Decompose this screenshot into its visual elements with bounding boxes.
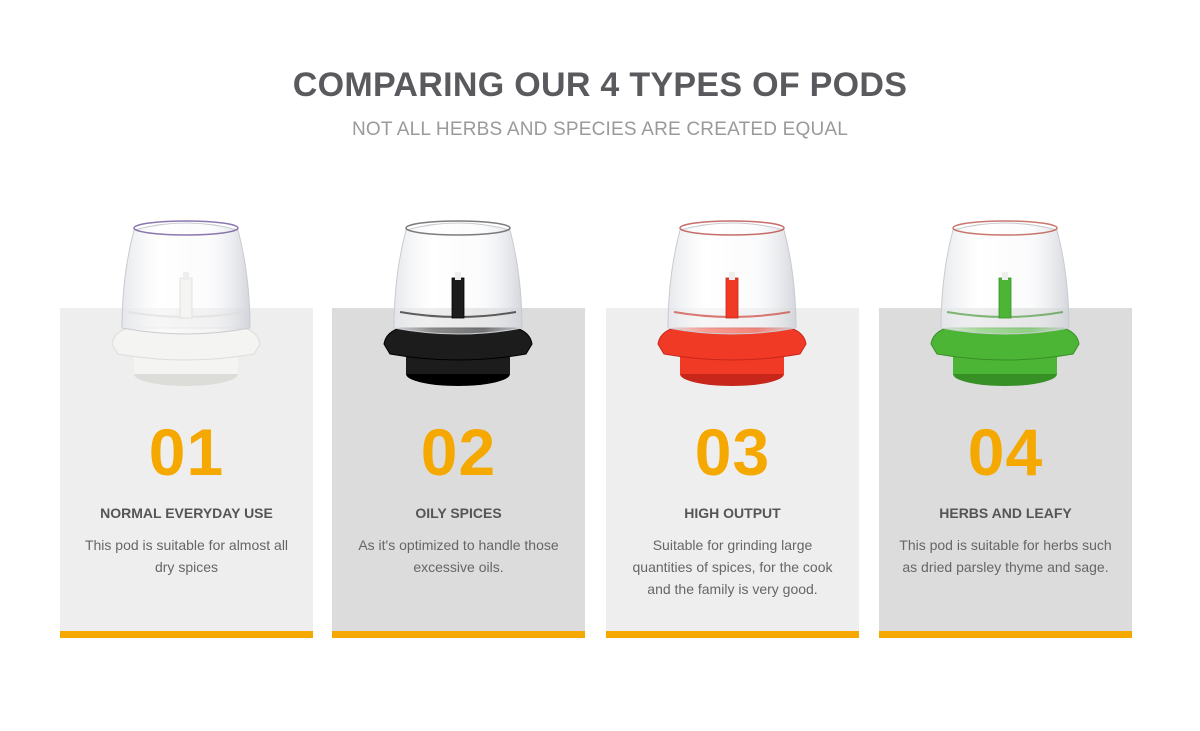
page-subtitle: NOT ALL HERBS AND SPECIES ARE CREATED EQ… bbox=[351, 119, 849, 140]
pod-title: HIGH OUTPUT bbox=[684, 505, 781, 521]
pod-description: This pod is suitable for herbs such as d… bbox=[899, 537, 1112, 575]
pod-image bbox=[376, 216, 541, 391]
pod-title: NORMAL EVERYDAY USE bbox=[100, 505, 273, 521]
pod-title: HERBS AND LEAFY bbox=[939, 505, 1072, 521]
pod-image bbox=[650, 216, 815, 391]
pod-card-1: 01 NORMAL EVERYDAY USE This pod is suita… bbox=[60, 220, 313, 638]
pod-card-3: 03 HIGH OUTPUT Suitable for grinding lar… bbox=[606, 220, 859, 638]
pod-number: 01 bbox=[148, 415, 225, 489]
pod-base bbox=[111, 327, 261, 361]
pod-title: OILY SPICES bbox=[415, 505, 502, 521]
pod-number: 03 bbox=[694, 415, 771, 489]
pod-card-4: 04 HERBS AND LEAFY This pod is suitable … bbox=[879, 220, 1132, 638]
page-title: COMPARING OUR 4 TYPES OF PODS bbox=[292, 66, 908, 104]
pod-base bbox=[930, 327, 1080, 361]
pod-card-2: 02 OILY SPICES As it's optimized to hand… bbox=[332, 220, 585, 638]
pod-number: 02 bbox=[420, 415, 497, 489]
pod-image bbox=[923, 216, 1088, 391]
accent-bar bbox=[332, 631, 585, 638]
pod-description: This pod is suitable for almost all dry … bbox=[84, 537, 289, 575]
accent-bar bbox=[879, 631, 1132, 638]
pod-number: 04 bbox=[967, 415, 1044, 489]
accent-bar bbox=[606, 631, 859, 638]
pod-description: As it's optimized to handle those excess… bbox=[358, 537, 559, 575]
accent-bar bbox=[60, 631, 313, 638]
pod-base bbox=[657, 327, 807, 361]
pod-base bbox=[383, 327, 533, 361]
pod-image bbox=[104, 216, 269, 391]
pod-description: Suitable for grinding large quantities o… bbox=[632, 537, 833, 597]
